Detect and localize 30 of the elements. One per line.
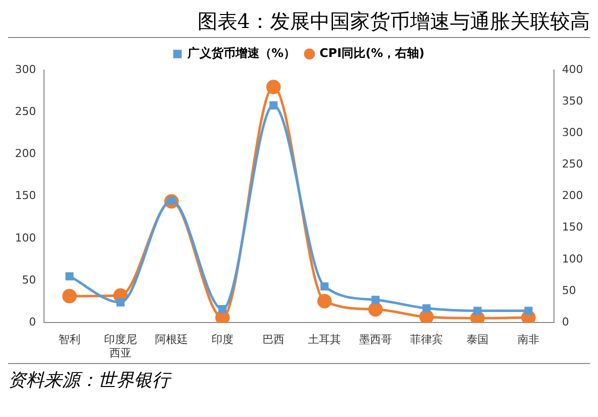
legend-label: CPI同比(%，右轴) <box>319 46 425 60</box>
x-tick-label: 印度尼西亚 <box>104 333 137 360</box>
x-tick-label: 阿根廷 <box>155 333 188 346</box>
y-tick-label: 100 <box>14 231 36 244</box>
y-tick-label: 50 <box>22 273 36 286</box>
y2-tick-label: 150 <box>562 220 584 234</box>
chart-title: 图表4：发展中国家货币增速与通胀关联较高 <box>8 8 590 38</box>
x-tick-label: 巴西 <box>262 333 284 346</box>
legend-label: 广义货币增速（%） <box>186 46 296 60</box>
y2-tick-label: 300 <box>562 126 584 140</box>
y-tick-label: 150 <box>14 189 36 202</box>
y2-tick-label: 0 <box>562 315 570 328</box>
y-tick-label: 0 <box>28 315 36 328</box>
x-tick-label: 墨西哥 <box>359 333 392 346</box>
y2-tick-label: 400 <box>562 62 584 76</box>
x-tick-label: 泰国 <box>466 333 489 346</box>
y-tick-label: 250 <box>14 104 36 118</box>
y-tick-label: 200 <box>14 147 36 160</box>
y2-tick-label: 50 <box>562 284 576 297</box>
y2-tick-label: 200 <box>562 189 584 202</box>
text: 资料来源：世界银行 <box>8 363 590 392</box>
y2-tick-label: 350 <box>562 94 584 108</box>
y2-tick-label: 250 <box>562 158 584 171</box>
x-tick-label: 印度 <box>212 333 234 346</box>
x-tick-label: 智利 <box>58 333 80 346</box>
y2-tick-label: 100 <box>562 252 584 266</box>
x-tick-label: 南非 <box>518 333 540 346</box>
y-tick-label: 300 <box>14 62 36 76</box>
x-tick-label: 菲律宾 <box>410 333 443 346</box>
x-tick-label: 土耳其 <box>308 333 341 346</box>
